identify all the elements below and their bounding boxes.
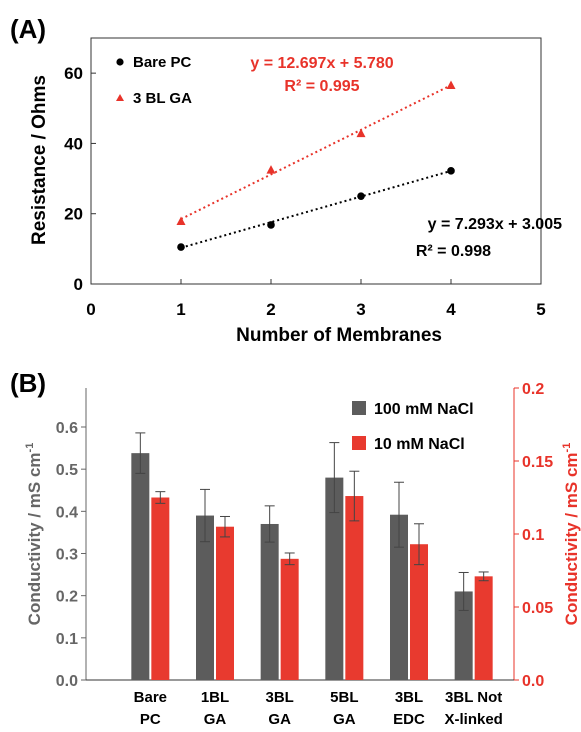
- left-tick-label: 0.5: [56, 462, 78, 479]
- x-tick-label: 4: [446, 300, 456, 319]
- bar-10-mm-nacl-1bl-ga: [216, 526, 234, 680]
- panel-b-category-labels: Bare PC 1BL GA 3BL GA 5BL GA 3BL EDC 3BL Not X-link…: [134, 689, 503, 728]
- legend-bare-pc-label: Bare PC: [133, 54, 192, 71]
- panel-a-fit-lines: [180, 84, 452, 249]
- point-bare-pc: [357, 192, 365, 200]
- y-tick-label: 40: [64, 134, 83, 153]
- point-3-bl-ga: [266, 165, 276, 174]
- category-label: X-linked: [444, 711, 502, 728]
- panel-b: (B) 0.0 0.1 0.2 0.3 0.4 0.5 0.6 0.0 0.05 0.1 0.15…: [10, 368, 581, 728]
- x-tick-label: 2: [266, 300, 275, 319]
- fit-equation-bare-pc: y = 7.293x + 3.005: [428, 216, 562, 233]
- bar-100-mm-nacl-bare-pc: [131, 453, 150, 680]
- point-3-bl-ga: [176, 216, 186, 225]
- category-label: 1BL: [201, 689, 229, 706]
- point-3-bl-ga: [356, 128, 366, 138]
- panel-a-label: (A): [10, 14, 46, 44]
- fit-r2-bare-pc: R² = 0.998: [416, 243, 491, 260]
- category-label: Bare: [134, 689, 167, 706]
- category-label: EDC: [393, 711, 425, 728]
- bar-100-mm-nacl-3bl-ga: [260, 523, 279, 680]
- legend-3bl-ga-marker-icon: [116, 94, 124, 101]
- panel-a-y-axis: 0 20 40 60: [64, 64, 96, 294]
- point-bare-pc: [177, 243, 185, 251]
- bar-100-mm-nacl-3bl-edc: [390, 514, 408, 680]
- legend-100mm-label: 100 mM NaCl: [374, 401, 474, 418]
- bar-100-mm-nacl-3bl-not-x-linked: [454, 591, 473, 680]
- x-tick-label: 1: [176, 300, 185, 319]
- category-label: PC: [140, 711, 161, 728]
- left-tick-label: 0.0: [56, 673, 78, 690]
- right-tick-label: 0.15: [522, 454, 553, 471]
- bar-10-mm-nacl-3bl-edc: [410, 544, 428, 680]
- category-label: GA: [204, 711, 227, 728]
- left-tick-label: 0.1: [56, 631, 78, 648]
- panel-a-data-points: [176, 80, 456, 251]
- bar-10-mm-nacl-5bl-ga: [345, 496, 364, 680]
- panel-b-right-axis-label: Conductivity / mS cm-1: [561, 443, 581, 626]
- panel-a-x-axis: 0 1 2 3 4 5: [86, 279, 546, 319]
- bar-10-mm-nacl-bare-pc: [151, 497, 170, 680]
- x-tick-label: 0: [86, 300, 95, 319]
- legend-bare-pc-marker-icon: [116, 58, 124, 66]
- panel-a-plot-frame: [90, 37, 542, 285]
- fit-r2-3bl-ga: R² = 0.995: [284, 78, 359, 95]
- panel-a-x-axis-label: Number of Membranes: [236, 325, 442, 346]
- point-bare-pc: [447, 167, 455, 175]
- left-tick-label: 0.4: [56, 504, 78, 521]
- panel-a-legend: Bare PC 3 BL GA: [116, 54, 192, 107]
- x-tick-label: 5: [536, 300, 545, 319]
- panel-b-bars: [131, 432, 493, 680]
- category-label: 5BL: [330, 689, 358, 706]
- right-tick-label: 0.1: [522, 527, 544, 544]
- panel-b-legend: 100 mM NaCl 10 mM NaCl: [352, 401, 474, 453]
- y-tick-label: 20: [64, 205, 83, 224]
- bar-100-mm-nacl-5bl-ga: [325, 477, 344, 680]
- right-tick-label: 0.2: [522, 381, 544, 398]
- category-label: 3BL Not: [445, 689, 502, 706]
- panel-a-y-axis-label: Resistance / Ohms: [29, 75, 50, 245]
- legend-3bl-ga-label: 3 BL GA: [133, 90, 192, 107]
- x-tick-label: 3: [356, 300, 365, 319]
- panel-b-right-axis: 0.0 0.05 0.1 0.15 0.2: [514, 381, 553, 690]
- legend-100mm-swatch: [352, 401, 366, 415]
- panel-a: (A) 0 20 40 60 0 1 2 3 4 5 Number of Membranes R…: [10, 14, 562, 346]
- left-tick-label: 0.6: [56, 420, 78, 437]
- right-tick-label: 0.05: [522, 600, 553, 617]
- fit-line-bare-pc: [180, 169, 452, 249]
- fit-line-3-bl-ga: [180, 84, 452, 220]
- fit-equation-3bl-ga: y = 12.697x + 5.780: [250, 55, 393, 72]
- left-tick-label: 0.3: [56, 547, 78, 564]
- y-tick-label: 0: [74, 275, 83, 294]
- category-label: GA: [333, 711, 356, 728]
- category-label: 3BL: [395, 689, 423, 706]
- bar-10-mm-nacl-3bl-not-x-linked: [474, 576, 493, 680]
- legend-10mm-label: 10 mM NaCl: [374, 436, 465, 453]
- panel-b-left-axis-label: Conductivity / mS cm-1: [24, 443, 44, 626]
- panel-b-left-axis: 0.0 0.1 0.2 0.3 0.4 0.5 0.6: [56, 420, 86, 690]
- point-bare-pc: [267, 221, 275, 229]
- category-label: GA: [268, 711, 291, 728]
- bar-10-mm-nacl-3bl-ga: [280, 558, 299, 680]
- bar-100-mm-nacl-1bl-ga: [196, 515, 214, 680]
- legend-10mm-swatch: [352, 436, 366, 450]
- point-3-bl-ga: [446, 80, 456, 89]
- left-tick-label: 0.2: [56, 589, 78, 606]
- panel-b-label: (B): [10, 368, 46, 398]
- category-label: 3BL: [265, 689, 293, 706]
- y-tick-label: 60: [64, 64, 83, 83]
- right-tick-label: 0.0: [522, 673, 544, 690]
